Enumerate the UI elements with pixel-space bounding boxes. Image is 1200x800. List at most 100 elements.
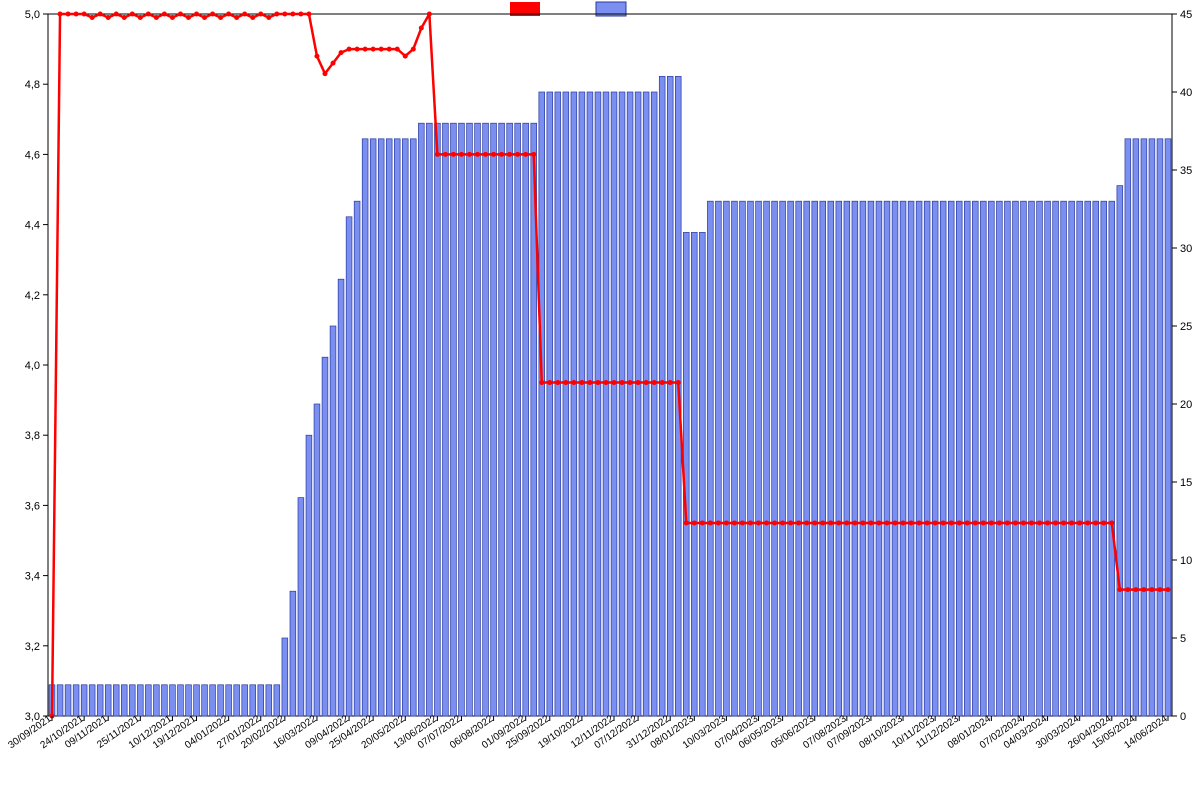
- line-marker: [290, 12, 295, 17]
- line-marker: [347, 47, 352, 52]
- bar: [1085, 201, 1091, 716]
- bar: [386, 139, 392, 716]
- line-marker: [531, 152, 536, 157]
- line-marker: [836, 520, 841, 525]
- bar: [507, 123, 513, 716]
- bar: [338, 279, 344, 716]
- bar: [980, 201, 986, 716]
- line-marker: [941, 520, 946, 525]
- line-marker: [483, 152, 488, 157]
- line-marker: [1085, 520, 1090, 525]
- line-marker: [194, 12, 199, 17]
- bar: [996, 201, 1002, 716]
- line-marker: [1157, 587, 1162, 592]
- line-marker: [1109, 520, 1114, 525]
- line-marker: [1093, 520, 1098, 525]
- line-marker: [210, 12, 215, 17]
- line-marker: [411, 47, 416, 52]
- bar: [1069, 201, 1075, 716]
- line-marker: [379, 47, 384, 52]
- line-marker: [620, 380, 625, 385]
- line-marker: [612, 380, 617, 385]
- line-marker: [1125, 587, 1130, 592]
- y-right-tick-label: 0: [1180, 711, 1186, 723]
- bar: [972, 201, 978, 716]
- line-marker: [435, 152, 440, 157]
- line-marker: [740, 520, 745, 525]
- y-right-tick-label: 35: [1180, 165, 1192, 177]
- bar: [443, 123, 449, 716]
- line-marker: [660, 380, 665, 385]
- bar: [1141, 139, 1147, 716]
- line-marker: [138, 15, 143, 20]
- line-marker: [499, 152, 504, 157]
- bar: [828, 201, 834, 716]
- bar: [804, 201, 810, 716]
- bar: [1133, 139, 1139, 716]
- bar: [892, 201, 898, 716]
- line-marker: [371, 47, 376, 52]
- line-marker: [186, 15, 191, 20]
- bar: [772, 201, 778, 716]
- bar: [282, 638, 288, 716]
- bar: [876, 201, 882, 716]
- y-right-tick-label: 30: [1180, 243, 1192, 255]
- line-marker: [1029, 520, 1034, 525]
- line-marker: [387, 47, 392, 52]
- line-marker: [820, 520, 825, 525]
- line-marker: [692, 520, 697, 525]
- line-marker: [812, 520, 817, 525]
- bar: [242, 685, 248, 716]
- bar: [194, 685, 200, 716]
- line-marker: [965, 520, 970, 525]
- bar: [491, 123, 497, 716]
- bar: [266, 685, 272, 716]
- line-marker: [298, 12, 303, 17]
- bar: [322, 357, 328, 716]
- bar: [105, 685, 111, 716]
- line-marker: [997, 520, 1002, 525]
- bar: [988, 201, 994, 716]
- line-marker: [451, 152, 456, 157]
- bar: [57, 685, 63, 716]
- bar: [434, 123, 440, 716]
- bar: [643, 92, 649, 716]
- line-marker: [595, 380, 600, 385]
- bar: [459, 123, 465, 716]
- line-marker: [1165, 587, 1170, 592]
- line-marker: [178, 12, 183, 17]
- line-marker: [339, 50, 344, 55]
- y-right-tick-label: 10: [1180, 555, 1192, 567]
- line-marker: [242, 12, 247, 17]
- line-marker: [1117, 587, 1122, 592]
- line-marker: [1021, 520, 1026, 525]
- bar: [699, 232, 705, 716]
- bar: [354, 201, 360, 716]
- bar: [210, 685, 216, 716]
- bar: [1029, 201, 1035, 716]
- chart-svg: 3,03,23,43,63,84,04,24,44,64,85,00510152…: [0, 0, 1200, 800]
- y-left-tick-label: 5,0: [25, 9, 40, 21]
- line-marker: [122, 15, 127, 20]
- bar: [483, 123, 489, 716]
- line-marker: [162, 12, 167, 17]
- line-marker: [644, 380, 649, 385]
- bar: [748, 201, 754, 716]
- bar: [418, 123, 424, 716]
- line-marker: [587, 380, 592, 385]
- y-left-tick-label: 4,4: [25, 220, 40, 232]
- line-marker: [58, 12, 63, 17]
- line-marker: [628, 380, 633, 385]
- bar: [515, 123, 521, 716]
- line-marker: [925, 520, 930, 525]
- bar: [820, 201, 826, 716]
- line-marker: [1149, 587, 1154, 592]
- bar: [555, 92, 561, 716]
- line-marker: [74, 12, 79, 17]
- bar: [234, 685, 240, 716]
- bar: [73, 685, 79, 716]
- line-marker: [363, 47, 368, 52]
- y-left-tick-label: 3,8: [25, 430, 40, 442]
- line-marker: [66, 12, 71, 17]
- bar: [467, 123, 473, 716]
